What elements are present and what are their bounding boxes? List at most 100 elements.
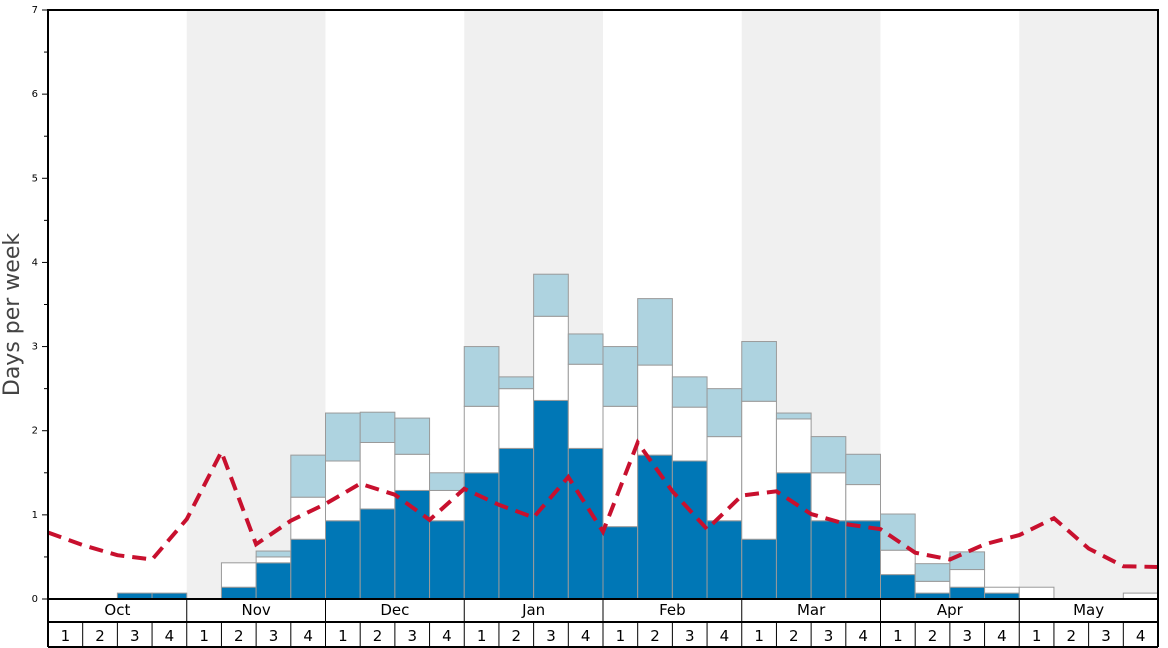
- bar-segment: [394, 453, 431, 491]
- y-axis: 0 1 2 3 4 5 6 7: [32, 5, 48, 605]
- bar-segment: [706, 388, 743, 438]
- week-label: 3: [962, 627, 972, 645]
- week-label: 3: [407, 627, 417, 645]
- week-label: 4: [858, 627, 868, 645]
- month-label: Feb: [659, 601, 686, 619]
- bar-segment: [637, 454, 673, 600]
- y-tick-label: 0: [32, 594, 38, 605]
- bar-segment: [845, 484, 881, 522]
- bar-segment: [255, 556, 292, 564]
- week-label: 3: [130, 627, 140, 645]
- bar-segment: [671, 376, 708, 408]
- bar-segment: [671, 460, 708, 600]
- bar-segment: [810, 436, 847, 474]
- month-label: Dec: [380, 601, 409, 619]
- month-label: Apr: [937, 601, 964, 619]
- bar-segment: [567, 333, 604, 365]
- week-label: 1: [199, 627, 209, 645]
- week-label: 4: [1136, 627, 1146, 645]
- week-label: 3: [269, 627, 279, 645]
- bar-segment: [463, 405, 500, 474]
- bar-segment: [325, 460, 361, 522]
- bar-segment: [429, 520, 465, 600]
- bar-segment: [359, 441, 396, 510]
- x-axis: Oct 1 2 3 4 Nov 1 2 3 4 Dec 1 2 3 4 Jan 1 2 3 4 Feb 1 2 3 4 Mar 1 2…: [47, 599, 1159, 648]
- y-tick-label: 6: [32, 89, 38, 100]
- month-label: Mar: [797, 601, 826, 619]
- bar-segment: [498, 376, 535, 390]
- bar-segment: [498, 447, 535, 600]
- bar-segment: [220, 586, 257, 600]
- week-label: 3: [546, 627, 556, 645]
- bar-segment: [429, 472, 465, 491]
- bar-segment: [567, 363, 604, 449]
- month-label: Oct: [104, 601, 130, 619]
- bar-segment: [845, 453, 881, 486]
- bar-segment: [775, 472, 812, 600]
- month-label: Jan: [521, 601, 545, 619]
- week-label: 4: [997, 627, 1007, 645]
- bar-segment: [671, 406, 708, 462]
- y-tick-label: 5: [32, 173, 38, 184]
- bar-segment: [602, 346, 639, 407]
- bar-segment: [463, 472, 500, 600]
- bar-segment: [1018, 586, 1055, 600]
- bar-segment: [984, 586, 1020, 594]
- bar-segment: [498, 388, 535, 449]
- week-label: 2: [1067, 627, 1077, 645]
- week-label: 3: [824, 627, 834, 645]
- bar-segment: [602, 526, 639, 600]
- bar-segment: [949, 569, 986, 588]
- week-label: 1: [754, 627, 764, 645]
- week-label: 2: [512, 627, 522, 645]
- bar-segment: [220, 562, 257, 588]
- bar-segment: [741, 400, 777, 540]
- bar-segment: [533, 273, 569, 317]
- bar-segment: [637, 298, 673, 366]
- week-label: 4: [303, 627, 313, 645]
- bar-segment: [533, 315, 569, 401]
- week-label: 3: [1101, 627, 1111, 645]
- bar-segment: [914, 580, 951, 594]
- month-label: May: [1073, 601, 1104, 619]
- week-label: 1: [893, 627, 903, 645]
- bar-segment: [394, 417, 431, 455]
- week-label: 3: [685, 627, 695, 645]
- bar-segment: [602, 405, 639, 528]
- month-label: Nov: [241, 601, 270, 619]
- bar-segment: [706, 436, 743, 522]
- week-label: 4: [442, 627, 452, 645]
- week-label: 1: [338, 627, 348, 645]
- week-label: 1: [61, 627, 71, 645]
- y-tick-label: 7: [32, 5, 38, 16]
- bar-segment: [775, 418, 812, 474]
- bar-segment: [463, 346, 500, 407]
- bar-segment: [880, 513, 916, 551]
- bar-segment: [949, 551, 986, 571]
- bar-segment: [914, 563, 951, 582]
- week-label: 4: [720, 627, 730, 645]
- bar-segment: [845, 520, 881, 600]
- bar-segment: [255, 550, 292, 558]
- bar-segment: [880, 549, 916, 576]
- bar-segment: [325, 412, 361, 462]
- bar-segment: [567, 447, 604, 600]
- bar-segment: [255, 562, 292, 600]
- week-label: 2: [928, 627, 938, 645]
- week-label: 2: [650, 627, 660, 645]
- bar-segment: [810, 520, 847, 600]
- y-axis-label: Days per week: [0, 233, 25, 396]
- bar-segment: [325, 520, 361, 600]
- week-label: 2: [95, 627, 105, 645]
- week-label: 1: [1032, 627, 1042, 645]
- bar-segment: [359, 411, 396, 443]
- month-band: [1019, 10, 1158, 599]
- week-label: 2: [234, 627, 244, 645]
- week-label: 2: [789, 627, 799, 645]
- y-tick-label: 2: [32, 426, 38, 437]
- average-line: [47, 438, 1159, 569]
- bar-segment: [637, 364, 673, 456]
- bar-segment: [880, 574, 916, 600]
- week-label: 2: [373, 627, 383, 645]
